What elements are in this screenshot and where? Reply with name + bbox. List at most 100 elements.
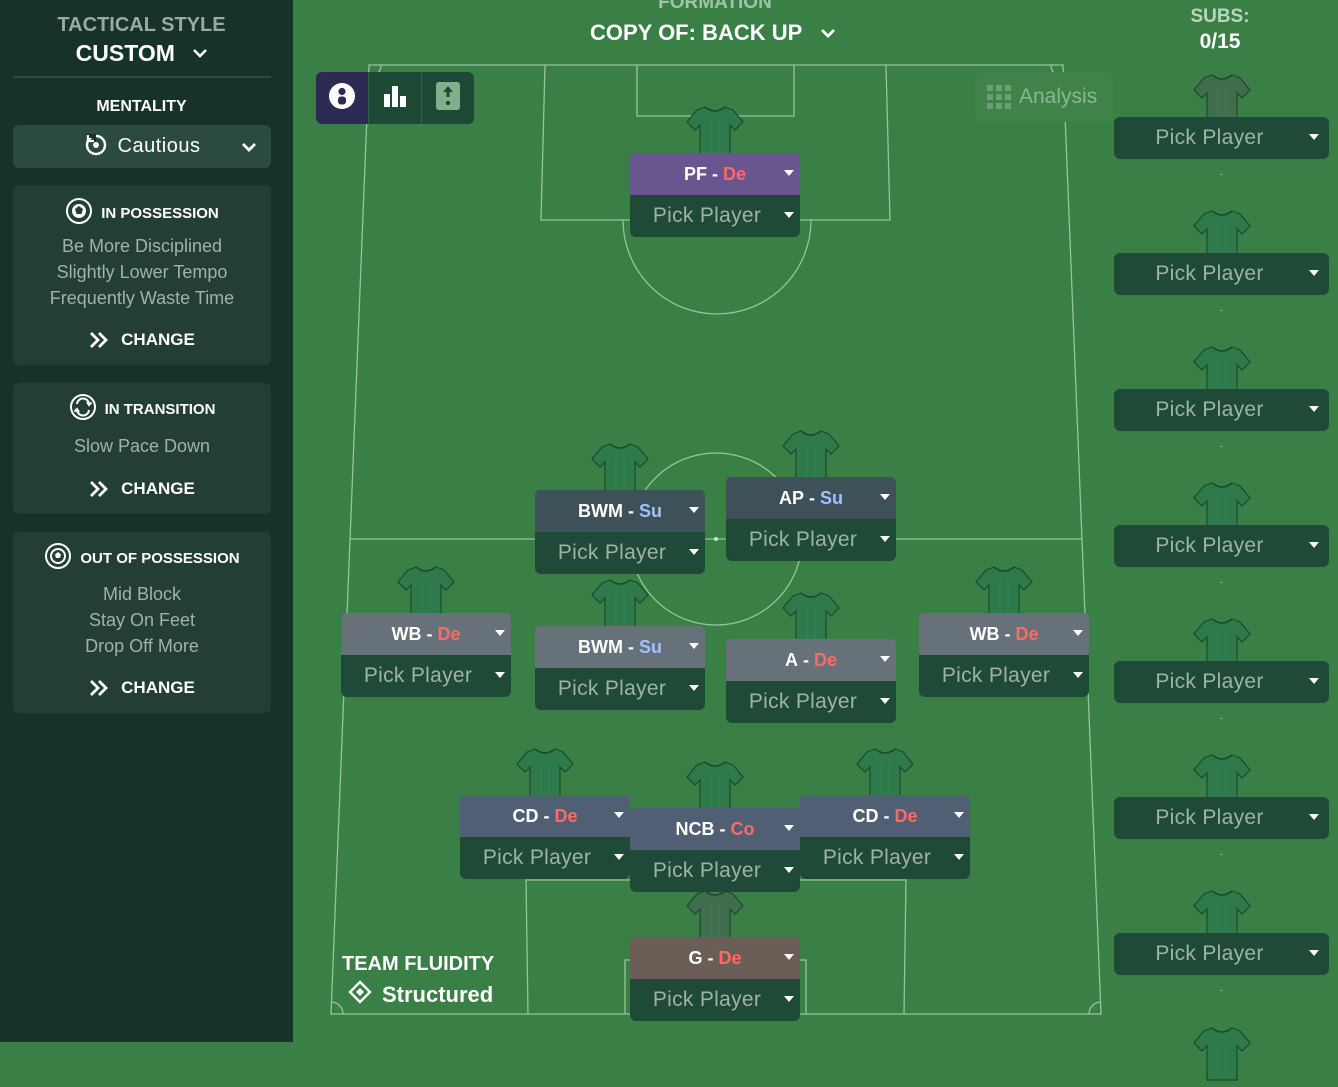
in-possession-card: IN POSSESSION Be More Disciplined Slight…	[13, 185, 271, 365]
pick-sub-button[interactable]: Pick Player	[1114, 117, 1329, 159]
in-possession-change-button[interactable]: CHANGE	[13, 330, 271, 350]
ball-outline-icon	[44, 542, 80, 574]
shirt-icon	[781, 587, 841, 647]
shirt-icon	[590, 438, 650, 498]
instruction-line: Drop Off More	[85, 636, 199, 656]
player-icon	[328, 82, 356, 115]
sub-empty-dash: -	[1219, 845, 1224, 861]
pick-player-button[interactable]: Pick Player	[726, 681, 896, 723]
role-dropdown[interactable]: CD - De	[800, 795, 970, 837]
role-dropdown[interactable]: BWM - Su	[535, 490, 705, 532]
pick-player-button[interactable]: Pick Player	[341, 655, 511, 697]
shirt-icon	[1192, 1022, 1252, 1082]
team-fluidity-label: TEAM FLUIDITY	[342, 953, 495, 975]
role-separator: -	[883, 805, 890, 826]
pick-player-button[interactable]: Pick Player	[460, 837, 630, 879]
caret-down-icon	[1309, 134, 1319, 140]
pick-sub-button[interactable]: Pick Player	[1114, 389, 1329, 431]
pick-player-label: Pick Player	[748, 690, 858, 713]
role-dropdown[interactable]: PF - De	[630, 153, 800, 195]
role-separator: -	[707, 947, 714, 968]
formation-dropdown[interactable]: COPY OF: BACK UP	[590, 20, 836, 46]
role-code: BWM	[578, 500, 623, 521]
caret-down-icon	[954, 854, 964, 860]
caret-down-icon	[495, 630, 505, 636]
caret-down-icon	[784, 170, 794, 176]
shirt-icon	[515, 743, 575, 803]
analysis-label: Analysis	[1019, 85, 1098, 108]
pick-player-button[interactable]: Pick Player	[800, 837, 970, 879]
diamond-icon	[348, 980, 372, 1010]
pick-player-button[interactable]: Pick Player	[535, 532, 705, 574]
role-separator: -	[426, 623, 433, 644]
role-code: G	[688, 947, 703, 968]
out-of-possession-card: OUT OF POSSESSION Mid Block Stay On Feet…	[13, 532, 271, 713]
pick-player-label: Pick Player	[557, 541, 667, 564]
analysis-button[interactable]: Analysis	[975, 72, 1113, 122]
pick-sub-button[interactable]: Pick Player	[1114, 661, 1329, 703]
pick-player-label: Pick Player	[1155, 806, 1264, 829]
shirt-icon	[974, 561, 1034, 621]
duty-code: De	[894, 805, 918, 826]
pick-player-label: Pick Player	[1155, 262, 1264, 285]
role-code: PF	[683, 163, 707, 184]
in-transition-change-button[interactable]: CHANGE	[13, 479, 271, 499]
instructions-view-button[interactable]	[421, 72, 474, 124]
pick-player-button[interactable]: Pick Player	[535, 668, 705, 710]
role-code: BWM	[578, 636, 623, 657]
out-of-possession-change-button[interactable]: CHANGE	[13, 678, 271, 698]
caret-down-icon	[1309, 270, 1319, 276]
pick-player-label: Pick Player	[1155, 398, 1264, 421]
in-possession-title: IN POSSESSION	[101, 204, 219, 222]
shirt-icon	[590, 574, 650, 634]
caret-down-icon	[880, 656, 890, 662]
role-dropdown[interactable]: NCB - Co	[630, 808, 800, 850]
pick-player-button[interactable]: Pick Player	[726, 519, 896, 561]
caret-down-icon	[1309, 406, 1319, 412]
pick-player-button[interactable]: Pick Player	[919, 655, 1089, 697]
mentality-select[interactable]: Cautious	[13, 125, 271, 168]
stats-view-button[interactable]	[368, 72, 421, 124]
caret-down-icon	[1073, 672, 1083, 678]
formation-label: FORMATION	[658, 0, 772, 13]
player-view-button[interactable]	[316, 72, 368, 124]
caret-down-icon	[1073, 630, 1083, 636]
tactics-panel: TACTICAL STYLE CUSTOM MENTALITY Cautious…	[0, 0, 293, 1042]
caret-down-icon	[689, 507, 699, 513]
pick-sub-button[interactable]: Pick Player	[1114, 933, 1329, 975]
caret-down-icon	[689, 549, 699, 555]
pick-player-label: Pick Player	[652, 988, 762, 1011]
role-dropdown[interactable]: AP - Su	[726, 477, 896, 519]
role-dropdown[interactable]: A - De	[726, 639, 896, 681]
role-separator: -	[809, 487, 815, 508]
role-dropdown[interactable]: G - De	[630, 937, 800, 979]
shirt-icon	[781, 425, 841, 485]
role-dropdown[interactable]: WB - De	[341, 613, 511, 655]
pick-player-button[interactable]: Pick Player	[630, 850, 800, 892]
sub-empty-dash: -	[1219, 573, 1224, 589]
pick-player-label: Pick Player	[557, 677, 667, 700]
caret-down-icon	[784, 954, 794, 960]
role-code: WB	[391, 623, 422, 644]
pick-player-label: Pick Player	[363, 664, 473, 687]
role-dropdown[interactable]: WB - De	[919, 613, 1089, 655]
duty-code: Co	[730, 818, 755, 839]
instruction-line: Mid Block	[102, 584, 182, 604]
role-dropdown[interactable]: CD - De	[460, 795, 630, 837]
pick-player-button[interactable]: Pick Player	[630, 979, 800, 1021]
pick-player-label: Pick Player	[652, 204, 762, 227]
team-fluidity-value[interactable]: Structured	[348, 980, 493, 1010]
pick-sub-button[interactable]: Pick Player	[1114, 253, 1329, 295]
tactical-style-dropdown[interactable]: CUSTOM	[0, 40, 283, 67]
pick-player-label: Pick Player	[748, 528, 858, 551]
role-dropdown[interactable]: BWM - Su	[535, 626, 705, 668]
pick-player-label: Pick Player	[1155, 942, 1264, 965]
role-code: CD	[852, 805, 879, 826]
pick-sub-button[interactable]: Pick Player	[1114, 525, 1329, 567]
pick-sub-button[interactable]: Pick Player	[1114, 797, 1329, 839]
pick-player-button[interactable]: Pick Player	[630, 195, 800, 237]
change-label: CHANGE	[121, 479, 195, 498]
transition-icon	[69, 393, 105, 425]
tactical-style-label: TACTICAL STYLE	[57, 14, 226, 36]
shirt-icon	[685, 885, 745, 945]
